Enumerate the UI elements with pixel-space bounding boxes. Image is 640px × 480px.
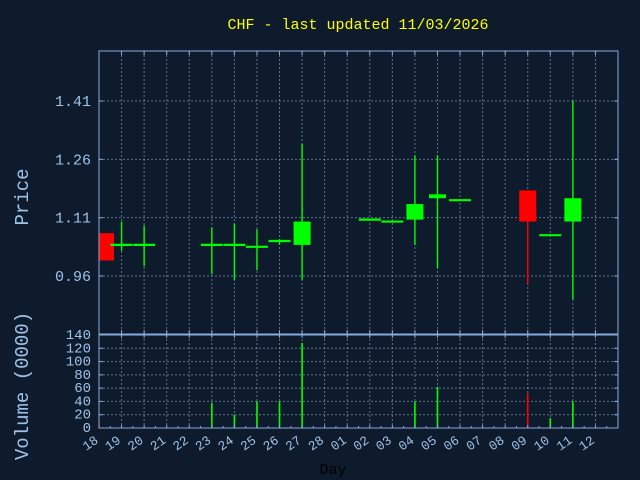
svg-text:1.11: 1.11 <box>55 211 91 228</box>
svg-text:Price: Price <box>12 168 34 225</box>
svg-text:CHF - last updated 11/03/2026: CHF - last updated 11/03/2026 <box>227 17 488 34</box>
svg-text:1.41: 1.41 <box>55 94 91 111</box>
svg-text:Day: Day <box>319 462 346 479</box>
svg-text:0.96: 0.96 <box>55 269 91 286</box>
svg-text:1.26: 1.26 <box>55 152 91 169</box>
svg-text:Volume (0000): Volume (0000) <box>12 312 34 460</box>
